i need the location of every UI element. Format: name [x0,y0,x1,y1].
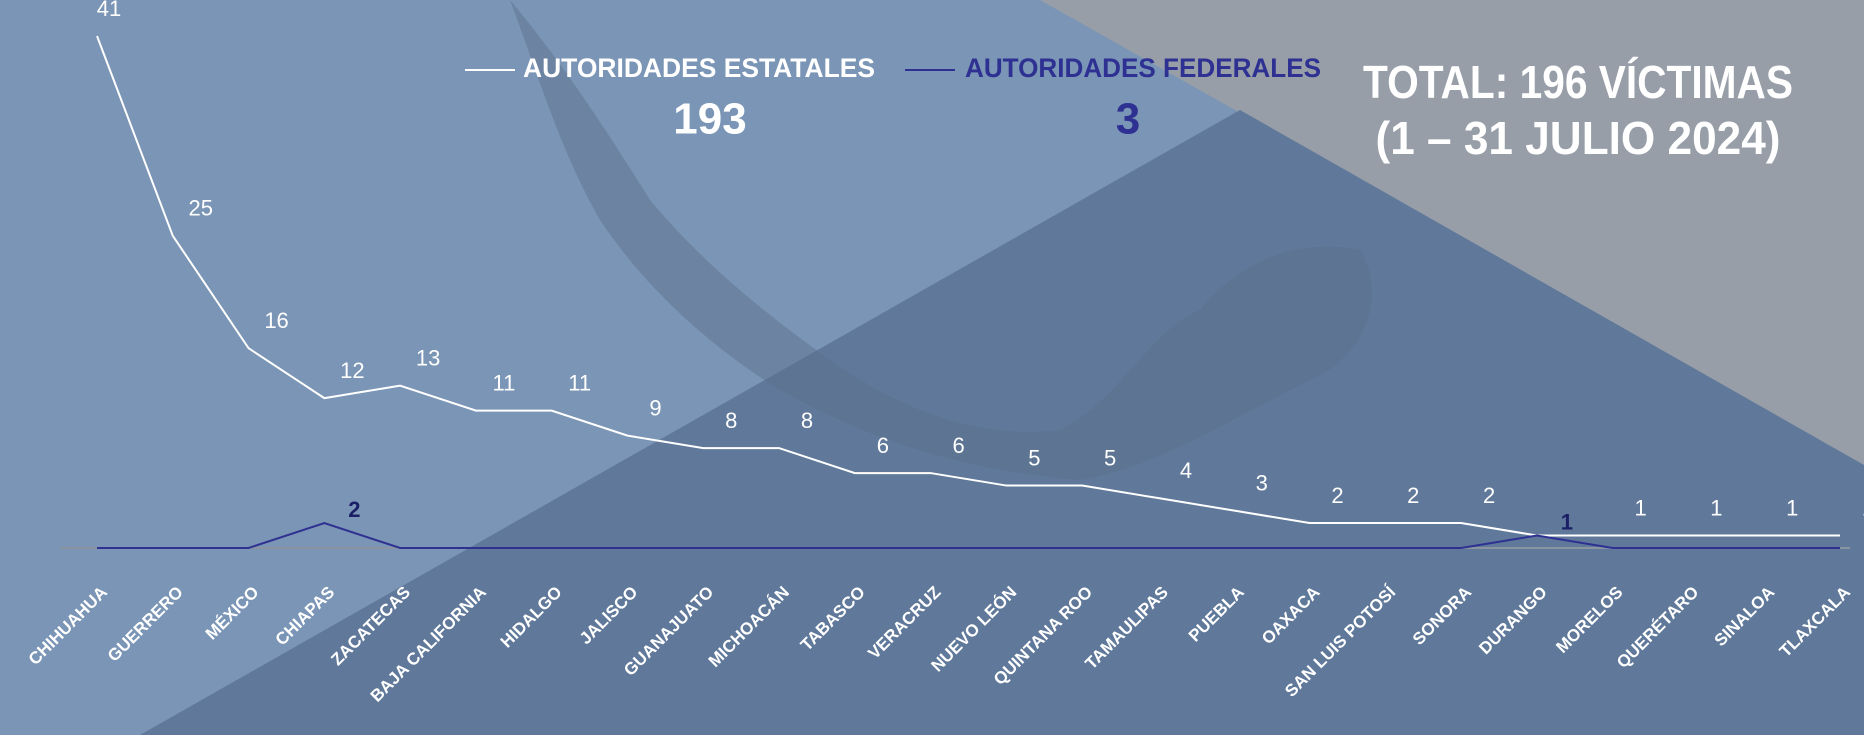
data-label: 9 [649,395,661,420]
data-label: 6 [877,433,889,458]
map-silhouette [510,0,1372,480]
data-label: 3 [1256,470,1268,495]
data-label: 6 [952,433,964,458]
data-label: 11 [492,370,515,395]
data-label: 12 [340,358,364,383]
data-label: 2 [348,497,360,522]
data-label: 1 [1561,509,1573,534]
title-line2: (1 – 31 JULIO 2024) [1376,112,1781,164]
data-label: 2 [1407,483,1419,508]
data-label: 5 [1028,445,1040,470]
federal-total: 3 [1116,95,1140,144]
data-label: 1 [1862,495,1864,520]
data-label: 41 [97,0,121,21]
legend-state: AUTORIDADES ESTATALES [523,53,875,83]
title-line1: TOTAL: 196 VÍCTIMAS [1363,56,1793,108]
data-label: 13 [416,345,440,370]
data-label: 25 [189,196,213,221]
series-line [96,35,1840,537]
legend-federal: AUTORIDADES FEDERALES [965,53,1321,83]
data-label: 1 [1635,495,1647,520]
data-label: 2 [1331,483,1343,508]
series-line [97,521,1840,549]
data-label: 4 [1180,458,1192,483]
data-label: 1 [1710,495,1722,520]
data-label: 11 [568,370,591,395]
background-shade [140,110,1864,735]
data-label: 8 [725,408,737,433]
data-label: 2 [1483,483,1495,508]
data-label: 16 [264,308,288,333]
data-label: 8 [801,408,813,433]
data-label: 5 [1104,445,1116,470]
state-total: 193 [673,95,746,144]
data-label: 1 [1786,495,1798,520]
